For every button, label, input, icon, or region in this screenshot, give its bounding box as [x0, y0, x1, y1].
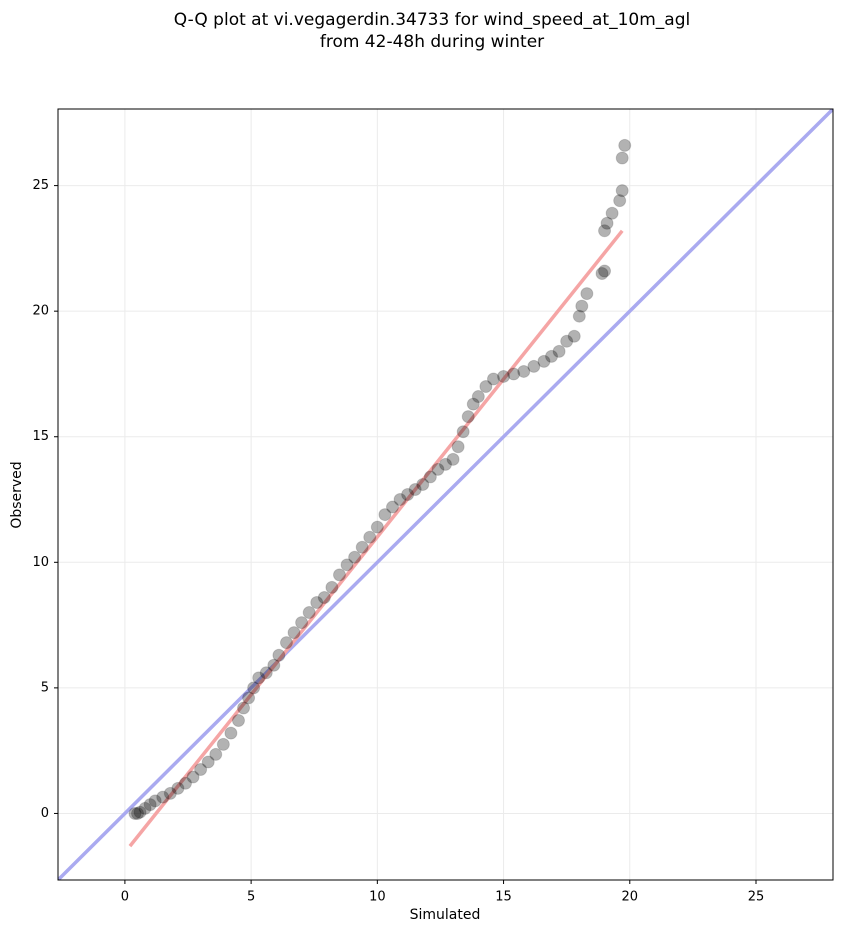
point	[408, 482, 422, 496]
point	[598, 264, 612, 278]
point	[171, 781, 185, 795]
point	[370, 520, 384, 534]
x-axis-label: Simulated	[410, 907, 481, 923]
x-tick-label: 15	[495, 890, 512, 905]
point	[237, 701, 251, 715]
point	[148, 794, 162, 808]
point	[527, 359, 541, 373]
reference-line	[128, 229, 624, 848]
point	[295, 616, 309, 630]
point	[267, 658, 281, 672]
point	[131, 806, 145, 820]
point	[186, 770, 200, 784]
point	[600, 216, 614, 230]
point	[163, 786, 177, 800]
x-tick-label: 25	[748, 890, 765, 905]
point	[201, 755, 215, 769]
point	[378, 508, 392, 522]
point	[133, 805, 147, 819]
point	[302, 606, 316, 620]
point	[194, 762, 208, 776]
chart-title: Q-Q plot at vi.vegagerdin.34733 for wind…	[174, 10, 690, 30]
point	[552, 344, 566, 358]
point	[545, 349, 559, 363]
x-tick-label: 20	[622, 890, 639, 905]
point	[393, 493, 407, 507]
y-tick-label: 5	[41, 680, 49, 695]
point	[363, 530, 377, 544]
point	[479, 380, 493, 394]
point	[431, 462, 445, 476]
point	[252, 671, 266, 685]
x-tick-label: 5	[247, 890, 255, 905]
point	[572, 309, 586, 323]
point	[507, 367, 521, 381]
y-axis-label: Observed	[9, 461, 25, 528]
x-tick-label: 0	[121, 890, 129, 905]
point	[439, 457, 452, 471]
point	[595, 266, 609, 280]
point	[385, 500, 399, 514]
point	[517, 364, 531, 378]
point	[451, 440, 465, 454]
point	[401, 488, 415, 501]
point	[340, 558, 354, 572]
point	[310, 595, 324, 609]
point	[138, 801, 152, 815]
point	[605, 206, 619, 220]
y-tick-label: 25	[32, 178, 49, 193]
point	[259, 666, 273, 680]
point	[231, 714, 245, 728]
point	[615, 184, 629, 198]
point	[224, 726, 238, 740]
point	[143, 798, 157, 812]
point	[471, 390, 485, 404]
plot-frame	[57, 108, 834, 881]
point	[618, 138, 632, 152]
point	[355, 540, 369, 554]
point	[332, 568, 346, 582]
point	[317, 590, 331, 604]
point	[580, 287, 594, 301]
point	[348, 550, 362, 564]
point	[497, 369, 511, 383]
y-tick-label: 0	[41, 806, 49, 821]
point	[537, 354, 551, 368]
point	[446, 452, 460, 466]
point	[156, 790, 170, 804]
point	[613, 194, 627, 208]
y-tick-label: 20	[32, 304, 49, 319]
point	[287, 626, 301, 640]
y-tick-label: 10	[32, 555, 49, 570]
point	[461, 410, 475, 424]
point	[216, 737, 230, 751]
point	[486, 372, 500, 386]
point	[567, 329, 581, 343]
point	[272, 648, 286, 662]
point	[242, 691, 256, 705]
point	[178, 776, 192, 790]
point	[325, 580, 339, 594]
point	[615, 151, 629, 165]
point	[423, 470, 437, 484]
point	[279, 636, 293, 650]
point	[560, 334, 574, 348]
point	[128, 806, 142, 820]
point	[209, 747, 223, 761]
x-tick-label: 10	[369, 890, 386, 905]
point	[247, 681, 261, 695]
reference-line	[58, 109, 833, 880]
point	[416, 477, 430, 491]
chart-title: from 42-48h during winter	[320, 32, 544, 52]
point	[575, 299, 589, 313]
point	[456, 425, 470, 439]
point	[466, 397, 480, 411]
point	[598, 224, 612, 238]
y-tick-label: 15	[32, 429, 49, 444]
